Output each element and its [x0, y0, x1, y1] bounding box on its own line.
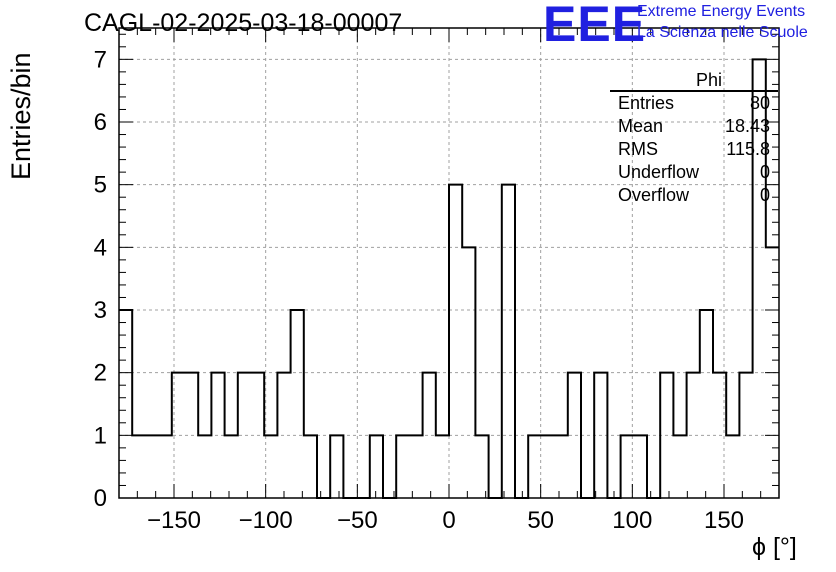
stats-key: Overflow: [618, 185, 690, 205]
logo-line-1: Extreme Energy Events: [637, 3, 806, 20]
histogram-bin: [145, 435, 158, 498]
x-tick-label: 100: [612, 507, 652, 534]
stats-row-underflow: Underflow 0: [610, 161, 778, 184]
histogram-bin: [119, 310, 132, 498]
histogram-bin: [541, 435, 554, 498]
stats-value: 0: [759, 162, 770, 182]
stats-box-title: Phi: [610, 70, 778, 92]
histogram-bin: [621, 435, 634, 498]
histogram-bin: [726, 435, 739, 498]
histogram-bin: [528, 435, 541, 498]
y-tick-label: 2: [94, 360, 107, 387]
x-axis-label: ϕ [°]: [752, 533, 797, 561]
histogram-bin: [396, 435, 409, 498]
histogram-bin: [555, 435, 568, 498]
stats-key: Entries: [618, 93, 675, 113]
stats-value: 80: [749, 93, 770, 113]
eee-logo: EEE: [543, 0, 647, 52]
histogram-outline: [119, 58, 779, 499]
histogram-bin: [198, 435, 211, 498]
histogram-bin: [304, 435, 317, 498]
y-tick-label: 0: [94, 485, 107, 512]
stats-row-mean: Mean 18.43: [610, 115, 778, 138]
logo-line-2: La Scienza nelle Scuole: [637, 24, 808, 41]
stats-row-rms: RMS 115.8: [610, 138, 778, 161]
y-axis-label: Entries/bin: [6, 52, 36, 180]
stats-key: RMS: [618, 139, 658, 159]
x-tick-label: −50: [337, 507, 378, 534]
histogram-bin: [264, 435, 277, 498]
y-tick-label: 5: [94, 172, 107, 199]
stats-key: Mean: [618, 116, 664, 136]
histogram-bin: [502, 185, 515, 498]
histogram-bin: [409, 435, 422, 498]
histogram-bin: [449, 185, 462, 498]
x-tick-label: −100: [239, 507, 293, 534]
histogram-bin: [370, 435, 383, 498]
stats-value: 115.8: [726, 139, 770, 159]
x-tick-label: 150: [704, 507, 744, 534]
stats-row-entries: Entries 80: [610, 92, 778, 115]
histogram-bin: [634, 435, 647, 498]
histogram-bin: [132, 435, 145, 498]
x-tick-label: 50: [527, 507, 554, 534]
stats-row-overflow: Overflow 0: [610, 184, 778, 207]
y-tick-label: 4: [94, 234, 107, 261]
histogram-bin: [330, 435, 343, 498]
y-tick-label: 7: [94, 46, 107, 73]
chart-title: CAGL-02-2025-03-18-00007: [84, 9, 403, 37]
histogram-bin: [700, 310, 713, 498]
histogram-bin: [159, 435, 172, 498]
y-tick-label: 1: [94, 422, 107, 449]
y-tick-label: 6: [94, 109, 107, 136]
histogram-bin: [436, 435, 449, 498]
stats-key: Underflow: [618, 162, 700, 182]
y-tick-label: 3: [94, 297, 107, 324]
stats-value: 18.43: [724, 116, 770, 136]
x-tick-label: 0: [442, 507, 455, 534]
stats-value: 0: [759, 185, 770, 205]
histogram-bin: [225, 435, 238, 498]
histogram-bin: [673, 435, 686, 498]
histogram-bin: [291, 310, 304, 498]
x-tick-label: −150: [147, 507, 201, 534]
histogram-bin: [475, 435, 488, 498]
stats-box: Phi Entries 80 Mean 18.43 RMS 115.8 Unde…: [610, 70, 778, 207]
